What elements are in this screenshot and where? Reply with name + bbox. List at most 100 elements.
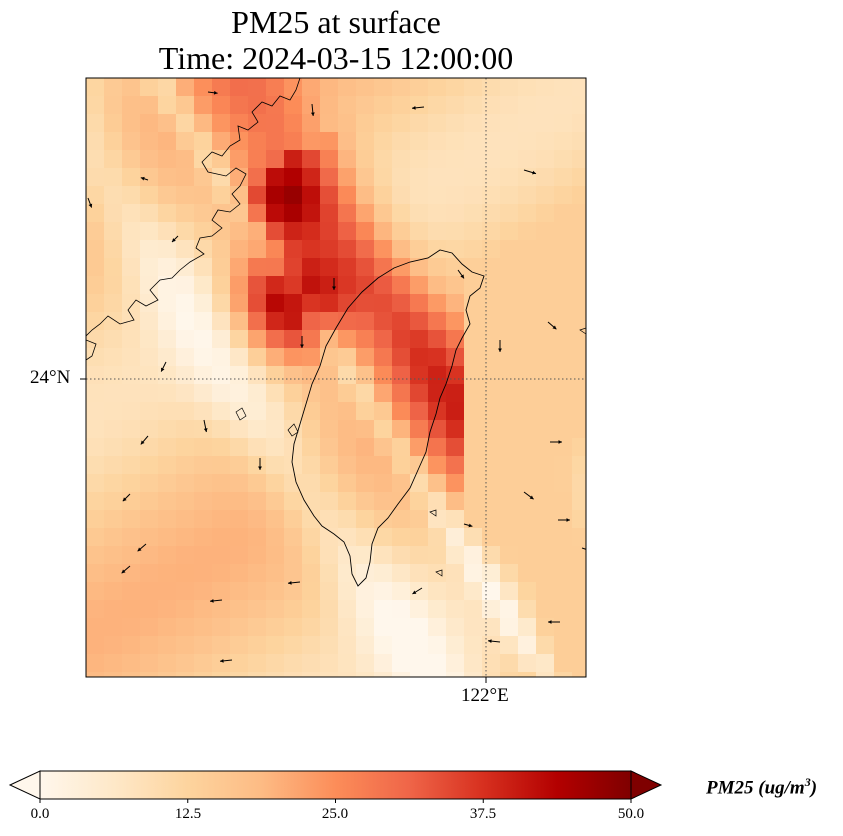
pm25-grid-cell: [176, 564, 195, 583]
pm25-grid-cell: [518, 78, 537, 97]
pm25-grid-cell: [518, 222, 537, 241]
pm25-grid-cell: [104, 474, 123, 493]
pm25-grid-cell: [338, 546, 357, 565]
pm25-grid-cell: [122, 348, 141, 367]
pm25-grid-cell: [428, 258, 447, 277]
pm25-grid-cell: [284, 186, 303, 205]
pm25-grid-cell: [500, 240, 519, 259]
pm25-grid-cell: [446, 582, 465, 601]
pm25-grid-cell: [248, 330, 267, 349]
pm25-grid-cell: [572, 654, 586, 673]
pm25-grid-cell: [104, 510, 123, 529]
pm25-grid-cell: [248, 528, 267, 547]
wind-vector-arrowhead: [498, 348, 502, 352]
pm25-grid-cell: [338, 618, 357, 637]
pm25-grid-cell: [482, 402, 501, 421]
pm25-grid-cell: [104, 222, 123, 241]
pm25-grid-cell: [176, 222, 195, 241]
pm25-grid-cell: [302, 456, 321, 475]
pm25-grid-cell: [428, 114, 447, 133]
pm25-grid-cell: [572, 528, 586, 547]
pm25-grid-cell: [248, 636, 267, 655]
pm25-grid-cell: [392, 384, 411, 403]
pm25-grid-cell: [122, 636, 141, 655]
pm25-grid-cell: [194, 564, 213, 583]
pm25-grid-cell: [392, 582, 411, 601]
pm25-grid-cell: [212, 294, 231, 313]
pm25-grid-cell: [446, 132, 465, 151]
pm25-grid-cell: [572, 222, 586, 241]
pm25-grid-cell: [140, 582, 159, 601]
pm25-grid-cell: [374, 114, 393, 133]
pm25-grid-cell: [248, 366, 267, 385]
pm25-grid-cell: [356, 636, 375, 655]
pm25-grid-cell: [554, 204, 573, 223]
pm25-grid-cell: [176, 618, 195, 637]
pm25-grid-cell: [428, 402, 447, 421]
pm25-grid-cell: [158, 240, 177, 259]
pm25-grid-cell: [500, 510, 519, 529]
pm25-grid-cell: [158, 348, 177, 367]
pm25-grid-cell: [464, 330, 483, 349]
pm25-grid-cell: [230, 132, 249, 151]
pm25-grid-cell: [464, 204, 483, 223]
pm25-grid-cell: [266, 672, 285, 677]
pm25-grid-cell: [500, 384, 519, 403]
pm25-grid-cell: [212, 600, 231, 619]
pm25-grid-cell: [464, 384, 483, 403]
pm25-grid-cell: [302, 600, 321, 619]
pm25-grid-cell: [266, 456, 285, 475]
pm25-grid-cell: [320, 600, 339, 619]
pm25-grid-cell: [320, 78, 339, 97]
pm25-grid-cell: [86, 294, 105, 313]
pm25-grid-cell: [212, 222, 231, 241]
pm25-grid-cell: [464, 564, 483, 583]
pm25-grid-cell: [572, 78, 586, 97]
pm25-grid-cell: [176, 258, 195, 277]
pm25-grid-cell: [122, 366, 141, 385]
pm25-grid-cell: [374, 186, 393, 205]
pm25-grid-cell: [140, 564, 159, 583]
pm25-grid-cell: [230, 222, 249, 241]
pm25-grid-cell: [446, 672, 465, 677]
pm25-grid-cell: [410, 492, 429, 511]
pm25-grid-cell: [554, 492, 573, 511]
pm25-grid-cell: [302, 132, 321, 151]
pm25-grid-cell: [338, 168, 357, 187]
pm25-grid-cell: [266, 150, 285, 169]
pm25-grid-cell: [536, 546, 555, 565]
pm25-grid-cell: [518, 384, 537, 403]
pm25-field: [86, 78, 586, 677]
pm25-grid-cell: [428, 546, 447, 565]
pm25-grid-cell: [302, 654, 321, 673]
pm25-grid-cell: [104, 366, 123, 385]
pm25-grid-cell: [248, 492, 267, 511]
pm25-grid-cell: [572, 510, 586, 529]
pm25-grid-cell: [554, 258, 573, 277]
pm25-grid-cell: [374, 456, 393, 475]
pm25-grid-cell: [302, 492, 321, 511]
pm25-grid-cell: [212, 168, 231, 187]
pm25-grid-cell: [356, 312, 375, 331]
pm25-grid-cell: [500, 636, 519, 655]
pm25-grid-cell: [536, 150, 555, 169]
pm25-grid-cell: [446, 312, 465, 331]
wind-vector-arrowhead: [172, 238, 176, 242]
pm25-grid-cell: [572, 492, 586, 511]
pm25-grid-cell: [554, 600, 573, 619]
pm25-grid-cell: [410, 600, 429, 619]
colorbar-tick-marks: [39, 799, 632, 803]
pm25-grid-cell: [554, 186, 573, 205]
pm25-grid-cell: [86, 438, 105, 457]
pm25-grid-cell: [554, 348, 573, 367]
pm25-grid-cell: [176, 330, 195, 349]
pm25-grid-cell: [482, 528, 501, 547]
pm25-grid-cell: [356, 456, 375, 475]
pm25-grid-cell: [284, 672, 303, 677]
pm25-grid-cell: [158, 222, 177, 241]
pm25-grid-cell: [338, 402, 357, 421]
pm25-grid-cell: [500, 168, 519, 187]
pm25-grid-cell: [572, 636, 586, 655]
pm25-grid-cell: [464, 438, 483, 457]
pm25-grid-cell: [140, 510, 159, 529]
